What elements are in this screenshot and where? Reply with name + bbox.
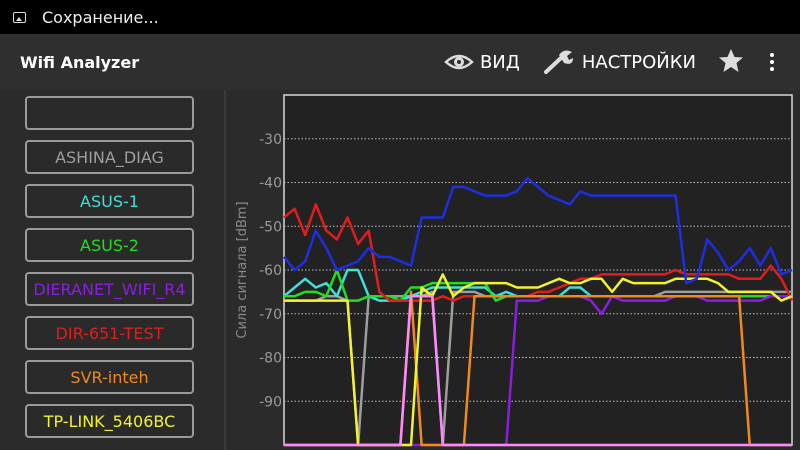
network-list: ASHINA_DIAG ASUS-1 ASUS-2 DIERANET_WIFI_… — [0, 90, 224, 450]
status-bar: Сохранение... — [0, 0, 800, 34]
network-button-dieranet[interactable]: DIERANET_WIFI_R4 — [25, 272, 194, 306]
network-button-svr-inteh[interactable]: SVR-inteh — [25, 360, 194, 394]
favorite-button[interactable] — [718, 48, 744, 77]
network-button-tp-link[interactable]: TP-LINK_5406BC — [25, 404, 194, 438]
series-line — [283, 176, 793, 285]
settings-button[interactable]: НАСТРОЙКИ — [542, 49, 696, 75]
y-tick-label: -40 — [259, 176, 282, 192]
series-line — [284, 294, 792, 447]
signal-chart: -30 -40 -50 -60 -70 -80 -90 Сила сигнала [dBm] — [226, 90, 800, 450]
divider — [224, 90, 226, 450]
network-button-ashina-diag[interactable]: ASHINA_DIAG — [25, 140, 194, 174]
network-label: ASUS-2 — [80, 235, 139, 255]
signal-chart-svg: -30 -40 -50 -60 -70 -80 -90 Сила сигнала [dBm] — [235, 94, 794, 447]
network-label: SVR-inteh — [70, 367, 149, 387]
network-label: DIERANET_WIFI_R4 — [33, 279, 186, 299]
network-label: TP-LINK_5406BC — [43, 411, 176, 431]
network-label: ASUS-1 — [80, 191, 139, 211]
y-tick-label: -50 — [259, 219, 282, 235]
network-button-asus-1[interactable]: ASUS-1 — [25, 184, 194, 218]
y-tick-label: -30 — [259, 132, 282, 148]
y-tick-label: -60 — [259, 263, 282, 279]
eye-icon — [444, 54, 474, 70]
image-icon — [13, 11, 26, 23]
y-tick-label: -90 — [259, 394, 282, 410]
network-label: ASHINA_DIAG — [55, 147, 164, 167]
network-button-dir-651[interactable]: DIR-651-TEST — [25, 316, 194, 350]
network-label: DIR-651-TEST — [55, 323, 164, 343]
status-text: Сохранение... — [42, 7, 159, 27]
view-button[interactable]: ВИД — [444, 52, 520, 73]
y-tick-label: -80 — [259, 351, 282, 367]
settings-label: НАСТРОЙКИ — [581, 51, 696, 73]
view-label: ВИД — [479, 51, 520, 73]
series-line — [283, 203, 794, 302]
wrench-icon — [543, 50, 573, 74]
overflow-menu-icon[interactable] — [770, 53, 774, 71]
star-icon — [719, 48, 743, 72]
network-button-empty[interactable] — [25, 96, 194, 130]
network-button-asus-2[interactable]: ASUS-2 — [25, 228, 194, 262]
y-tick-label: -70 — [259, 307, 282, 323]
app-title: Wifi Analyzer — [20, 52, 140, 72]
app-bar: Wifi Analyzer ВИД НАСТРОЙКИ — [0, 34, 800, 90]
y-axis-label: Сила сигнала [dBm] — [235, 201, 250, 338]
